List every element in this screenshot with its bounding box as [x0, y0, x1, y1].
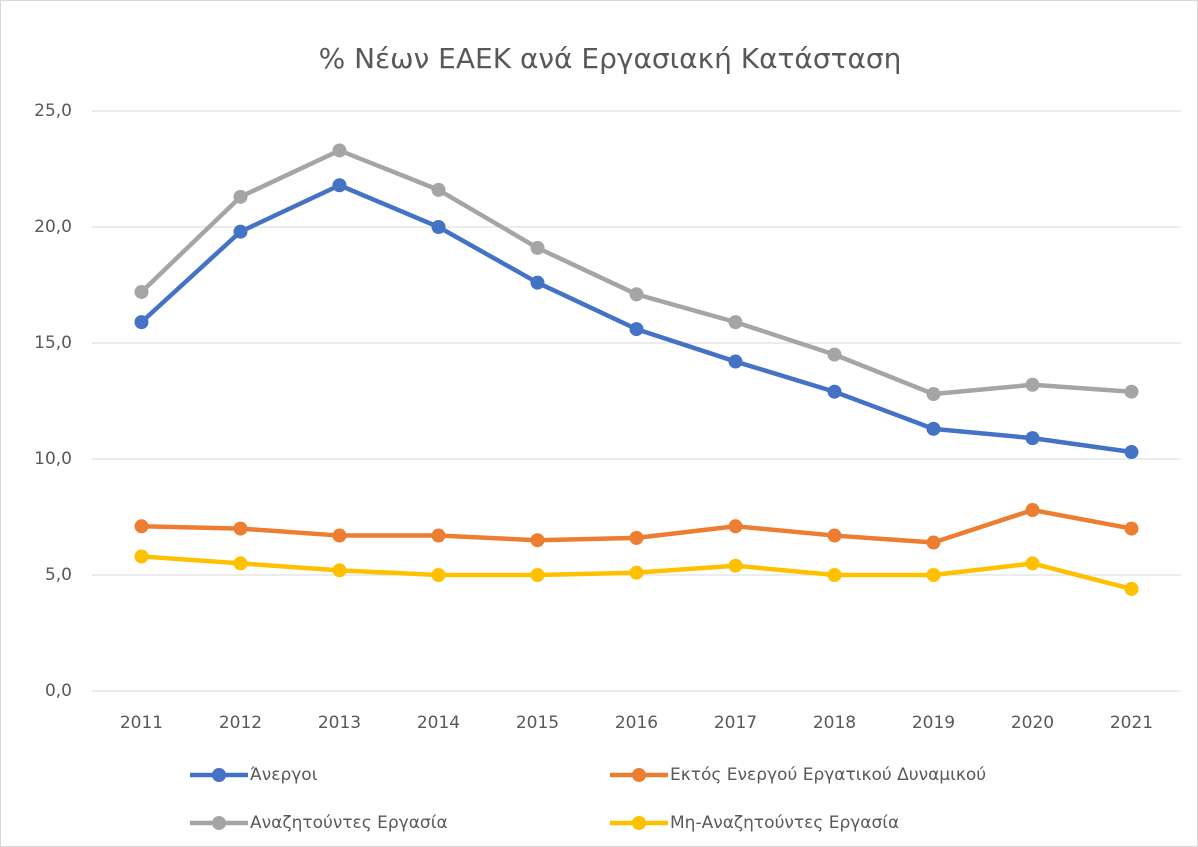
data-point	[1124, 445, 1139, 460]
data-point	[926, 421, 941, 436]
data-point	[134, 315, 149, 330]
data-point	[926, 568, 941, 582]
x-tick-label: 2019	[912, 713, 955, 733]
chart-title: % Νέων ΕΑΕΚ ανά Εργασιακή Κατάσταση	[319, 42, 902, 75]
data-point	[1025, 377, 1040, 392]
legend-label: Μη-Αναζητούντες Εργασία	[670, 813, 899, 833]
legend-marker	[632, 768, 646, 782]
data-point	[827, 347, 842, 362]
data-point	[134, 284, 149, 299]
legend-label: Αναζητούντες Εργασία	[250, 813, 448, 833]
data-point	[728, 354, 743, 369]
legend-marker	[212, 816, 226, 830]
data-point	[629, 565, 644, 580]
data-point	[926, 535, 941, 550]
x-tick-label: 2012	[219, 713, 262, 733]
data-point	[332, 178, 347, 193]
data-point	[827, 528, 842, 543]
legend-marker	[632, 816, 646, 830]
x-tick-label: 2021	[1110, 713, 1153, 733]
legend-label: Άνεργοι	[250, 765, 318, 785]
data-point	[431, 568, 446, 582]
data-point	[233, 224, 248, 239]
data-point	[728, 315, 743, 330]
data-point	[629, 530, 644, 545]
x-tick-label: 2020	[1011, 713, 1054, 733]
x-tick-label: 2018	[813, 713, 856, 733]
data-point	[530, 240, 545, 255]
data-point	[332, 563, 347, 578]
data-point	[530, 275, 545, 290]
data-point	[728, 558, 743, 573]
data-point	[134, 549, 149, 564]
y-tick-label: 5,0	[45, 565, 72, 585]
data-point	[530, 568, 545, 582]
data-point	[233, 189, 248, 204]
data-point	[827, 568, 842, 582]
data-point	[1124, 521, 1139, 536]
x-tick-label: 2011	[120, 713, 163, 733]
data-point	[431, 528, 446, 543]
data-point	[1124, 384, 1139, 399]
data-point	[530, 533, 545, 548]
data-point	[134, 519, 149, 534]
data-point	[332, 143, 347, 158]
legend-marker	[212, 768, 226, 782]
x-tick-label: 2015	[516, 713, 559, 733]
data-point	[431, 220, 446, 234]
y-tick-label: 15,0	[34, 333, 72, 353]
data-point	[827, 384, 842, 399]
y-tick-label: 25,0	[34, 101, 72, 121]
data-point	[431, 182, 446, 197]
x-tick-label: 2013	[318, 713, 361, 733]
data-point	[1025, 503, 1040, 518]
data-point	[332, 528, 347, 543]
x-tick-label: 2016	[615, 713, 658, 733]
x-tick-label: 2017	[714, 713, 757, 733]
data-point	[233, 556, 248, 571]
data-point	[926, 387, 941, 402]
data-point	[1025, 556, 1040, 571]
data-point	[1124, 581, 1139, 596]
data-point	[1025, 431, 1040, 446]
data-point	[629, 287, 644, 302]
y-tick-label: 0,0	[45, 681, 72, 701]
data-point	[728, 519, 743, 534]
data-point	[233, 521, 248, 536]
y-tick-label: 10,0	[34, 449, 72, 469]
data-point	[629, 322, 644, 337]
legend-label: Εκτός Ενεργού Εργατικού Δυναμικού	[670, 765, 986, 785]
y-tick-label: 20,0	[34, 217, 72, 237]
x-tick-label: 2014	[417, 713, 460, 733]
